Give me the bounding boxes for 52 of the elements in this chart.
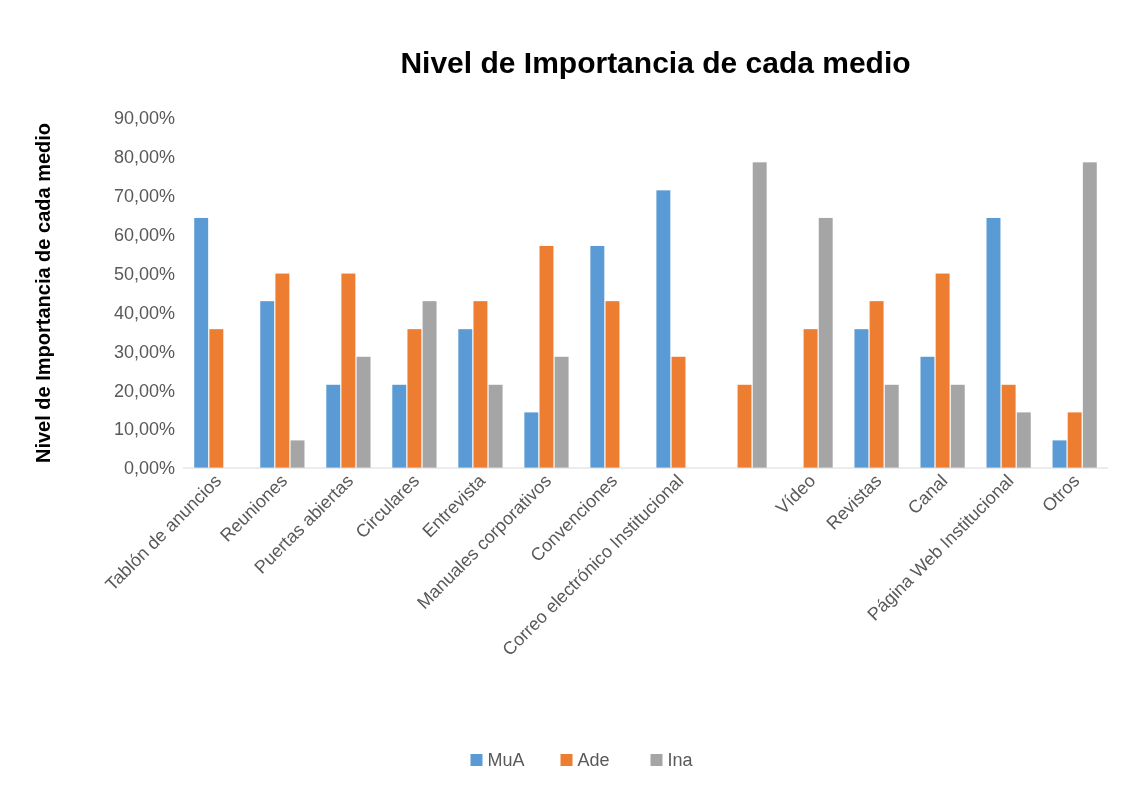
bar	[407, 329, 422, 468]
bar	[326, 384, 341, 468]
y-tick-label: 90,00%	[113, 108, 175, 129]
bar	[275, 273, 290, 468]
bar	[1052, 440, 1067, 468]
y-tick-label: 30,00%	[113, 341, 175, 362]
bar	[935, 273, 950, 468]
bar	[539, 245, 554, 468]
y-tick-label: 40,00%	[113, 302, 175, 323]
bar	[473, 301, 488, 468]
bar	[884, 384, 899, 468]
y-tick-label: 80,00%	[113, 147, 175, 168]
bar	[356, 356, 371, 468]
bar	[1067, 412, 1082, 468]
bar	[194, 217, 209, 468]
y-tick-label: 10,00%	[113, 419, 175, 440]
bar	[488, 384, 503, 468]
bar	[986, 217, 1001, 468]
legend-label: MuA	[487, 750, 525, 771]
bar	[590, 245, 605, 468]
y-tick-label: 60,00%	[113, 224, 175, 245]
bar	[950, 384, 965, 468]
bar	[752, 162, 767, 468]
y-tick-label: 50,00%	[113, 263, 175, 284]
bar	[554, 356, 569, 468]
bar	[392, 384, 407, 468]
bar	[260, 301, 275, 468]
bar	[671, 356, 686, 468]
y-tick-label: 20,00%	[113, 380, 175, 401]
y-tick-label: 0,00%	[123, 458, 175, 479]
legend-label: Ina	[667, 750, 694, 771]
bar	[869, 301, 884, 468]
legend-label: Ade	[577, 750, 610, 771]
bar	[737, 384, 752, 468]
chart-title: Nivel de Importancia de cada medio	[400, 46, 911, 79]
bar	[854, 329, 869, 468]
bar	[605, 301, 620, 468]
bar	[290, 440, 305, 468]
bar	[209, 329, 224, 468]
bar	[458, 329, 473, 468]
bar	[656, 190, 671, 468]
y-axis-title: Nivel de Importancia de cada medio	[32, 122, 54, 464]
y-tick-label: 70,00%	[113, 186, 175, 207]
bar	[524, 412, 539, 468]
bar	[1016, 412, 1031, 468]
bar	[422, 301, 437, 468]
bar	[1082, 162, 1097, 468]
bar	[803, 329, 818, 468]
bar	[1001, 384, 1016, 468]
bar	[341, 273, 356, 468]
bar	[818, 217, 833, 468]
bar	[920, 356, 935, 468]
